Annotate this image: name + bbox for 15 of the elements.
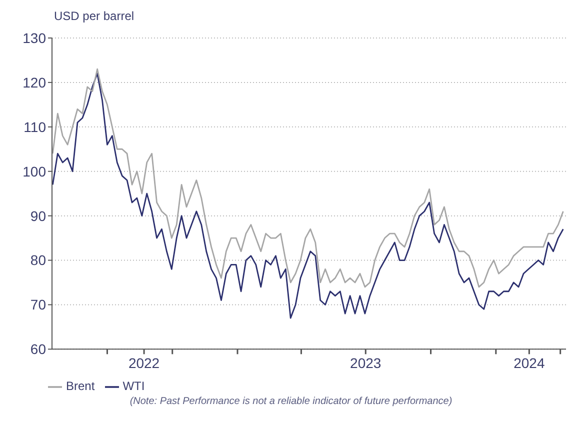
y-tick-label: 80	[30, 252, 46, 268]
x-tick-label: 2023	[350, 355, 382, 372]
y-tick-label: 110	[24, 118, 46, 135]
y-tick-label: 100	[22, 163, 46, 180]
x-tick-label: 2024	[514, 355, 545, 372]
y-tick-label: 70	[30, 296, 46, 313]
legend-label: WTI	[122, 379, 145, 394]
y-axis-title: USD per barrel	[54, 8, 136, 25]
x-tick-label: 2022	[128, 355, 160, 372]
text: (Note: Past Performance is not a reliable indicator of future performance)	[128, 396, 454, 407]
y-tick-label: 120	[22, 74, 46, 90]
legend-label: Brent	[66, 379, 95, 394]
y-tick-label: 60	[30, 341, 46, 358]
y-tick-label: 130	[22, 30, 46, 46]
y-tick-label: 90	[30, 208, 46, 224]
